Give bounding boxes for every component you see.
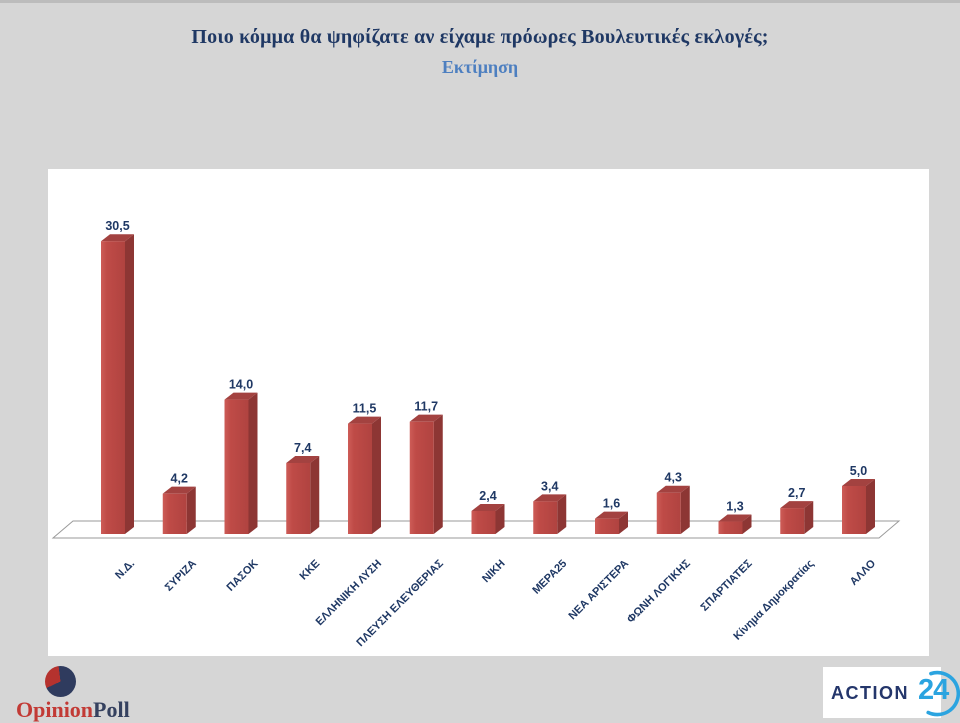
- bar-top-face: [595, 511, 628, 519]
- bar-side-face: [125, 234, 134, 534]
- x-axis-label: ΣΥΡΙΖΑ: [163, 558, 199, 594]
- bar-front-face: [595, 518, 619, 534]
- bar-top-face: [842, 479, 875, 486]
- page-title: Ποιο κόμμα θα ψηφίζατε αν είχαμε πρόωρες…: [191, 26, 769, 48]
- bar-front-face: [656, 492, 681, 534]
- bar-top-face: [348, 416, 381, 424]
- bar-value-label: 30,5: [105, 219, 129, 233]
- x-axis-label: ΠΑΣΟΚ: [225, 558, 261, 594]
- bar-9: 4,3 ΦΩΝΗ ΛΟΓΙΚΗΣ: [625, 471, 693, 626]
- bar-3: 7,4 ΚΚΕ: [286, 441, 322, 583]
- x-axis-label: ΣΠΑΡΤΙΑΤΕΣ: [699, 557, 755, 613]
- bar-side-face: [557, 494, 567, 534]
- bar-0: 30,5 Ν.Δ.: [101, 219, 137, 582]
- bar-4: 11,5 ΕΛΛΗΝΙΚΗ ΛΥΣΗ: [314, 402, 385, 629]
- action24-number: 24: [918, 673, 949, 706]
- bar-value-label: 1,3: [726, 500, 743, 514]
- circle-arc-icon: [926, 670, 960, 716]
- bar-front-face: [533, 501, 558, 534]
- bar-front-face: [718, 521, 743, 534]
- bar-value-label: 2,4: [479, 489, 496, 503]
- bar-top-face: [656, 485, 690, 493]
- x-axis-label: Ν.Δ.: [113, 558, 137, 582]
- x-axis-label: ΝΙΚΗ: [480, 558, 508, 586]
- bar-value-label: 5,0: [850, 464, 867, 478]
- chart-panel: 30,5 Ν.Δ. 4,2 ΣΥΡΙΖΑ 14,0 ΠΑΣΟΚ 7,4 ΚΚΕ 11,5 ΕΛΛΗ…: [48, 169, 929, 656]
- action24-wordmark: ACTION: [831, 682, 909, 703]
- bar-value-label: 11,5: [353, 402, 377, 416]
- x-axis-label: ΝΕΑ ΑΡΙΣΤΕΡΑ: [567, 558, 632, 623]
- bar-8: 1,6 ΝΕΑ ΑΡΙΣΤΕΡΑ: [567, 497, 632, 623]
- x-axis-label: ΦΩΝΗ ΛΟΓΙΚΗΣ: [625, 557, 693, 625]
- chart-svg: 30,5 Ν.Δ. 4,2 ΣΥΡΙΖΑ 14,0 ΠΑΣΟΚ 7,4 ΚΚΕ 11,5 ΕΛΛΗ…: [51, 219, 901, 649]
- page-subtitle: Εκτίμηση: [441, 57, 519, 77]
- bar-top-face: [533, 494, 567, 502]
- bar-value-label: 4,3: [665, 471, 682, 485]
- action24-number-wrap: 24: [911, 668, 960, 718]
- action24-logo: ACTION 24: [823, 667, 960, 718]
- chart-header: Ποιο κόμμα θα ψηφίζατε αν είχαμε πρόωρες…: [0, 26, 960, 78]
- bar-top-face: [101, 234, 134, 242]
- bar-value-label: 1,6: [603, 497, 620, 511]
- bar-front-face: [842, 486, 866, 534]
- bar-front-face: [224, 399, 249, 534]
- opinionpoll-wordmark: OpinionPoll: [16, 697, 130, 723]
- bar-value-label: 11,7: [414, 400, 438, 414]
- bar-top-face: [780, 501, 814, 509]
- bar-value-label: 14,0: [229, 378, 253, 392]
- bar-front-face: [162, 493, 187, 534]
- bar-top-face: [224, 392, 258, 400]
- bar-side-face: [310, 455, 320, 534]
- opinionpoll-word1: Opinion: [16, 697, 94, 722]
- x-axis-label: ΕΛΛΗΝΙΚΗ ΛΥΣΗ: [314, 558, 385, 629]
- bar-side-face: [372, 416, 381, 534]
- bar-side-face: [248, 392, 258, 534]
- top-edge-strip: [0, 0, 960, 3]
- bar-10: 1,3 ΣΠΑΡΤΙΑΤΕΣ: [699, 500, 755, 614]
- bar-side-face: [742, 514, 752, 534]
- x-axis-label: ΑΛΛΟ: [848, 557, 879, 588]
- pie-chart-icon: [45, 666, 76, 697]
- bar-front-face: [101, 241, 125, 534]
- bar-top-face: [718, 514, 752, 522]
- bar-side-face: [433, 414, 443, 534]
- bar-side-face: [186, 486, 196, 534]
- bar-top-face: [286, 455, 320, 463]
- x-axis-label: ΚΚΕ: [297, 558, 322, 583]
- bar-front-face: [348, 423, 372, 534]
- opinionpoll-logo: OpinionPoll: [14, 664, 174, 722]
- bar-side-face: [619, 511, 628, 534]
- bar-value-label: 7,4: [294, 441, 311, 455]
- bar-front-face: [780, 508, 805, 534]
- bar-value-label: 2,7: [788, 486, 805, 500]
- bar-side-face: [804, 501, 814, 534]
- bar-top-face: [409, 414, 443, 422]
- bar-top-face: [471, 503, 505, 511]
- x-axis-label: ΜΕΡΑ25: [530, 558, 569, 597]
- bar-2: 14,0 ΠΑΣΟΚ: [224, 378, 261, 594]
- bar-front-face: [286, 462, 311, 534]
- bar-side-face: [495, 503, 505, 534]
- opinionpoll-word2: Poll: [93, 697, 130, 722]
- bar-side-face: [680, 485, 690, 534]
- bar-side-face: [866, 479, 875, 534]
- bar-value-label: 3,4: [541, 479, 558, 493]
- bar-value-label: 4,2: [171, 472, 188, 486]
- bar-front-face: [409, 421, 434, 534]
- bar-top-face: [162, 486, 196, 494]
- bar-front-face: [471, 510, 496, 534]
- bar-12: 5,0 ΑΛΛΟ: [842, 464, 878, 588]
